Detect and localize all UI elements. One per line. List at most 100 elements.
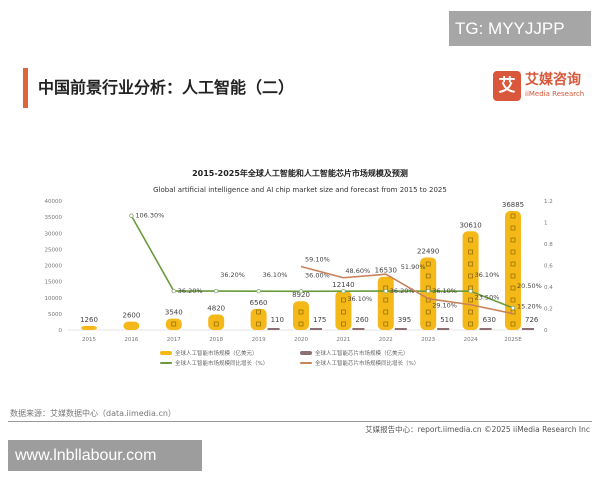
chart-subtitle: Global artificial intelligence and AI ch… [153,186,447,194]
y-tick-label: 15000 [45,280,63,286]
y2-tick-label: 1 [544,221,548,227]
coin-mark [341,297,346,303]
coin-mark [510,249,516,255]
x-tick-label: 2018 [209,337,223,343]
ai-growth-label: 36.10% [263,271,288,279]
y-tick-label: 20000 [45,264,63,270]
ai-growth-label: 36.10% [347,295,372,303]
chip-market-label: 175 [313,316,326,324]
ai-growth-label: 20.50% [517,282,542,290]
chip-growth-label: 29.10% [432,302,457,310]
x-tick-label: 2021 [336,337,350,343]
coin-mark [468,273,473,279]
ai-market-bar [293,301,309,330]
chip-market-bar [437,328,450,330]
coin-mark [510,273,516,279]
ai-market-bar [462,231,479,330]
coin-mark [256,321,261,327]
ai-market-label: 1260 [80,316,98,324]
x-tick-label: 2016 [124,337,138,343]
title-accent-bar [23,68,28,108]
coin-mark [510,225,516,231]
ai-growth-point [426,288,431,294]
y-tick-label: 10000 [45,296,63,302]
ai-growth-label: 36.20% [178,287,203,295]
coin-mark [341,321,346,327]
divider [8,421,592,422]
ai-market-label: 36885 [502,201,524,209]
coin-mark [510,213,516,219]
chip-market-bar [310,328,322,330]
legend-label: 全球人工智能芯片市场规模同比增长（%） [315,361,420,367]
coin-mark [468,309,473,315]
chip-growth-label: 23.50% [475,294,500,302]
x-tick-label: 2015 [82,337,96,343]
y2-tick-label: 0.2 [544,307,553,313]
chip-growth-label: 51.90% [401,263,426,271]
coin-mark [425,273,431,279]
y-tick-label: 25000 [45,247,63,253]
chip-growth-label: 59.10% [305,255,330,263]
legend-ai-size: 全球人工智能市场规模（亿美元） [160,349,258,357]
y2-tick-label: 0.6 [544,264,553,270]
ai-market-bar [250,308,267,330]
ai-market-bar [81,325,97,330]
y2-tick-label: 0.4 [544,285,553,291]
ai-growth-point [468,288,473,294]
chip-market-label: 395 [398,316,411,324]
logo-cn: 艾媒咨询 [525,72,581,88]
y2-tick-label: 1.2 [544,199,553,205]
ai-growth-point [171,288,176,294]
ai-market-bar [335,290,352,330]
chip-growth-label: 48.60% [345,267,370,275]
legend-label: 全球人工智能芯片市场规模（亿美元） [315,351,409,357]
coin-mark [425,309,431,315]
legend-chip-size: 全球人工智能芯片市场规模（亿美元） [300,349,409,357]
coin-mark [468,249,473,255]
ai-growth-point [298,289,304,294]
coin-mark [383,297,389,303]
ai-growth-label: 36.10% [475,271,500,279]
chart: 0 5000 10000 15000 20000 25000 30000 35000 40000… [45,199,554,343]
y-tick-label: 35000 [45,215,63,221]
ai-market-label: 4820 [207,304,225,312]
legend-chip-growth: 全球人工智能芯片市场规模同比增长（%） [300,359,419,367]
ai-market-label: 6560 [250,299,268,307]
coin-mark [510,321,516,327]
logo: 艾 艾媒咨询 iiMedia Research [493,71,591,105]
data-source: 数据来源：艾媒数据中心（data.iimedia.cn） [10,409,176,418]
chart-title: 2015-2025年全球人工智能和人工智能芯片市场规模及预测 [192,169,408,178]
coin-mark [510,237,516,243]
coin-mark [510,285,516,291]
chip-market-label: 260 [355,316,368,324]
ai-growth-point [341,288,346,294]
legend-ai-growth: 全球人工智能市场规模同比增长（%） [160,359,268,367]
chip-market-bar [522,328,534,330]
chip-market-label: 630 [483,316,496,324]
y2-tick-label: 0 [544,328,548,334]
y-tick-label: 0 [59,328,63,334]
legend-label: 全球人工智能市场规模（亿美元） [175,351,258,357]
coin-mark [171,321,177,327]
ai-market-label: 3540 [165,309,183,317]
chip-growth-line [300,265,514,315]
legend-label: 全球人工智能市场规模同比增长（%） [175,361,269,367]
ai-growth-point [213,288,219,294]
ai-growth-point [129,213,134,218]
coin-mark [213,321,219,327]
ai-market-label: 8920 [292,291,310,299]
x-tick-label: 2022 [379,337,393,343]
y-tick-label: 40000 [45,199,63,205]
x-tick-label: 2023 [421,337,435,343]
footer: 艾媒报告中心：report.iimedia.cn ©2025 iiMedia R… [365,425,590,434]
y2-tick-label: 0.8 [544,242,553,248]
ai-growth-point [510,305,516,311]
x-tick-label: 2025E [504,337,522,343]
x-tick-label: 2024 [464,337,478,343]
logo-mark: 艾 [493,71,521,101]
ai-growth-label: 36.00% [305,271,330,279]
coin-mark [298,321,304,327]
ai-market-bar [377,276,394,330]
y-tick-label: 30000 [45,231,63,237]
ai-growth-label: 36.20% [390,287,415,295]
